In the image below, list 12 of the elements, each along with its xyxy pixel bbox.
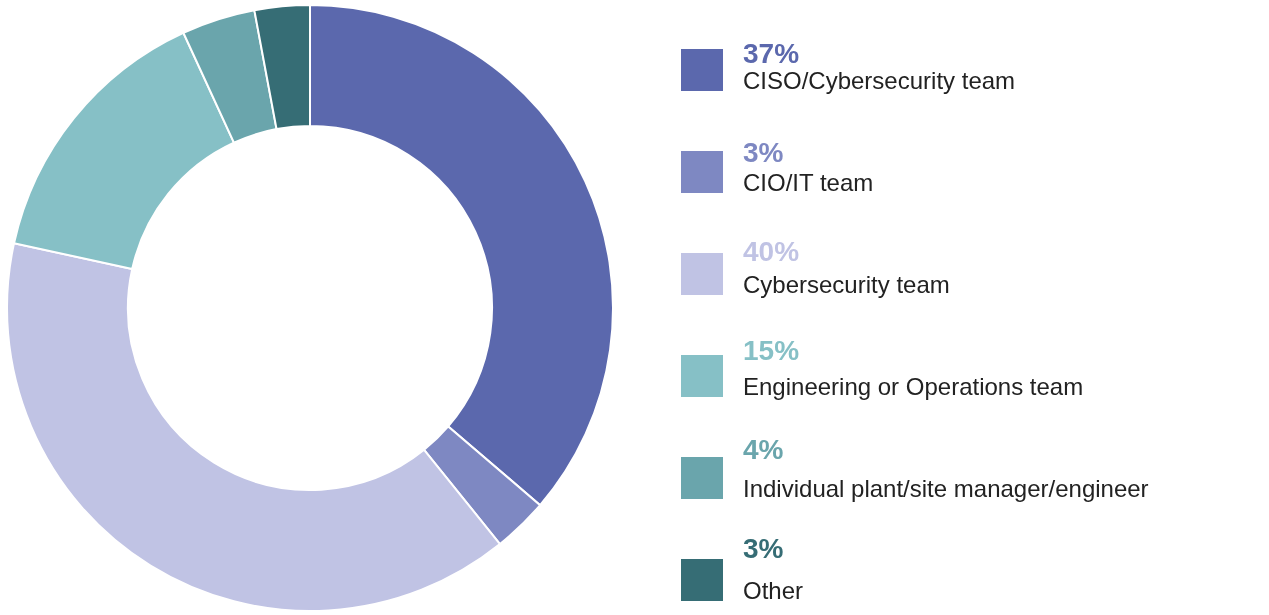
legend-label: Cybersecurity team [743, 271, 950, 298]
data-label: 3% [743, 533, 784, 564]
data-label: 4% [743, 434, 784, 465]
data-label: 40% [743, 236, 800, 267]
data-label: 37% [743, 38, 800, 69]
legend-label: Other [743, 577, 804, 604]
legend-label: Individual plant/site manager/engineer [743, 475, 1149, 502]
data-label: 15% [743, 335, 800, 366]
legend-label: Engineering or Operations team [743, 373, 1084, 400]
legend-label: CISO/Cybersecurity team [743, 67, 1016, 94]
data-label: 3% [743, 137, 784, 168]
legend-label: CIO/IT team [743, 169, 874, 196]
